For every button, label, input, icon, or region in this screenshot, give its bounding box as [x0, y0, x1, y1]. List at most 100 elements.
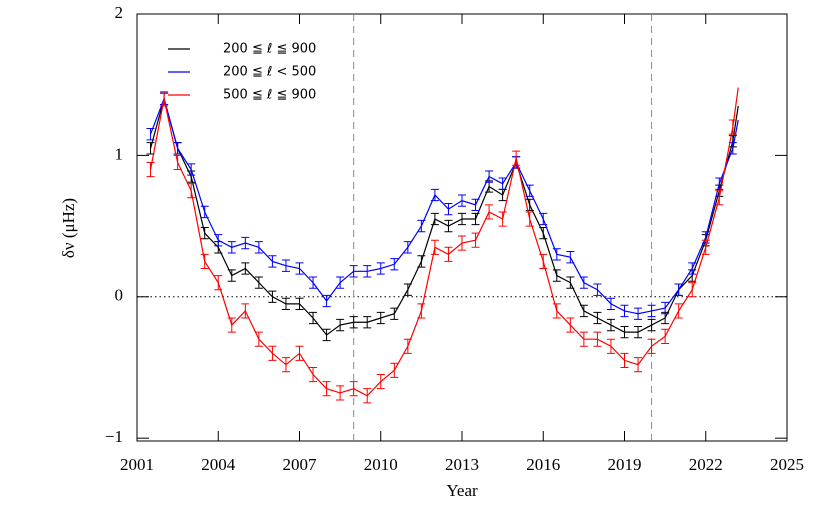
error-bar [227, 269, 236, 282]
error-bar [430, 239, 439, 255]
error-bar [417, 219, 426, 233]
error-bar [403, 283, 412, 296]
error-bar [430, 188, 439, 202]
x-tick-label: 2010 [364, 455, 398, 474]
error-bar [295, 297, 304, 311]
error-bar [471, 212, 480, 226]
y-tick-label: 1 [115, 144, 124, 163]
error-bar [281, 357, 290, 373]
error-bar [417, 255, 426, 268]
error-bar [363, 316, 372, 329]
error-bar [634, 325, 643, 339]
error-bar [471, 198, 480, 212]
error-bar [336, 385, 345, 401]
error-bar [674, 283, 683, 296]
x-tick-label: 2004 [201, 455, 236, 474]
error-bar [322, 328, 331, 342]
error-bar [295, 345, 304, 361]
error-bar [606, 318, 615, 332]
error-bar [227, 317, 236, 333]
error-bar [525, 184, 534, 197]
error-bar [254, 276, 263, 289]
x-tick-label: 2013 [445, 455, 479, 474]
error-bar [634, 307, 643, 320]
legend-label: 200 ≦ ℓ ≦ 900 [223, 42, 316, 57]
error-bar [593, 331, 602, 347]
error-bar [295, 262, 304, 275]
error-bar [241, 303, 250, 319]
y-axis-label: δν (μHz) [59, 198, 78, 258]
error-bar [444, 219, 453, 233]
error-bar [593, 311, 602, 325]
error-bar [458, 235, 466, 251]
error-bar [173, 154, 182, 171]
error-bar [281, 259, 290, 272]
series-line [149, 96, 739, 315]
error-bar [268, 345, 277, 361]
error-bar [268, 255, 277, 268]
error-bar [444, 202, 453, 216]
error-bar [430, 212, 439, 226]
error-bar [227, 241, 236, 254]
error-bar [363, 265, 372, 278]
error-bar [647, 318, 656, 332]
error-bar [173, 142, 182, 155]
error-bar [715, 190, 724, 206]
error-bar [485, 204, 494, 220]
error-bar [539, 227, 548, 240]
error-bar [309, 311, 318, 325]
error-bar [498, 188, 507, 202]
error-bar [349, 265, 358, 278]
error-bar [620, 325, 629, 339]
error-bar [160, 91, 169, 107]
error-bar [214, 234, 223, 247]
error-bar [268, 290, 277, 303]
error-bar [634, 357, 643, 373]
x-tick-label: 2019 [608, 455, 642, 474]
error-bar [336, 318, 345, 332]
error-bar [579, 331, 588, 347]
error-bar [701, 239, 710, 255]
error-bar [363, 388, 372, 404]
error-bar [200, 253, 209, 270]
error-bar [715, 177, 724, 190]
error-bar [525, 211, 534, 227]
error-bar [281, 297, 290, 311]
error-bar [187, 163, 196, 176]
error-bar [254, 241, 263, 254]
error-bar [187, 183, 196, 199]
error-bar [322, 381, 331, 397]
error-bar [444, 246, 453, 262]
legend-label: 200 ≦ ℓ < 500 [223, 65, 316, 80]
error-bar [566, 317, 575, 333]
error-bar [200, 205, 209, 219]
error-bar [336, 276, 345, 289]
error-bar [322, 294, 331, 308]
error-bar [552, 303, 561, 319]
error-bar [200, 227, 209, 240]
x-tick-label: 2001 [120, 455, 154, 474]
error-bar [674, 303, 683, 319]
error-bar [539, 212, 548, 226]
error-bar [349, 381, 358, 397]
error-bar [498, 177, 507, 190]
error-bar [390, 258, 399, 271]
error-bar [458, 194, 466, 207]
error-bar [241, 236, 250, 250]
error-bar [579, 276, 588, 289]
error-bar [417, 303, 426, 319]
x-tick-label: 2016 [526, 455, 560, 474]
x-tick-label: 2022 [689, 455, 723, 474]
error-bar [390, 362, 399, 378]
error-bar [403, 338, 412, 354]
error-bar [458, 212, 466, 226]
error-bar [471, 232, 480, 248]
error-bar [606, 297, 615, 311]
error-bar [349, 316, 358, 329]
error-bar [214, 275, 223, 291]
error-bar [146, 128, 155, 141]
error-bar [539, 253, 548, 270]
error-bar [309, 366, 318, 383]
error-bar [620, 304, 629, 318]
